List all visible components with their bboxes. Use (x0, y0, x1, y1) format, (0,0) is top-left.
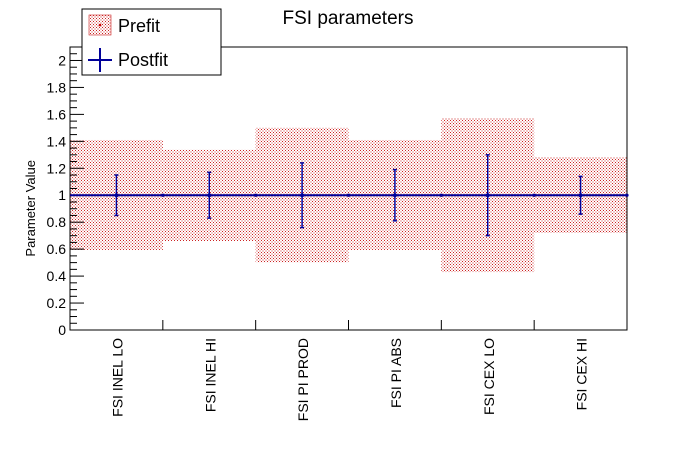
x-tick-label: FSI PI ABS (388, 338, 404, 408)
y-axis-label: Parameter Value (23, 160, 38, 257)
y-tick-label: 1.4 (47, 133, 67, 149)
y-tick-label: 1.8 (47, 79, 67, 95)
postfit-point (578, 193, 583, 198)
x-axis: FSI INEL LO FSI INEL HI FSI PI PROD FSI PI … (109, 320, 590, 421)
x-tick-label: FSI INEL HI (202, 338, 218, 412)
y-tick-label: 0.6 (47, 241, 67, 257)
postfit-boundary-marker (346, 193, 351, 197)
legend: Prefit Postfit (81, 8, 222, 76)
legend-postfit-label: Postfit (118, 50, 168, 70)
postfit-boundary-marker (161, 193, 165, 197)
y-tick-label: 1.6 (47, 106, 67, 122)
y-axis: 0 0.2 0.4 0.6 0.8 1 1.2 1.4 1.6 1.8 2 (47, 46, 84, 338)
legend-prefit-marker (98, 23, 102, 27)
legend-prefit-label: Prefit (118, 16, 160, 36)
postfit-point (300, 193, 305, 198)
postfit-point (114, 193, 119, 198)
x-tick-label: FSI CEX HI (574, 338, 590, 410)
postfit-boundary-marker (532, 193, 536, 197)
postfit-point (485, 193, 490, 198)
y-tick-label: 0.8 (47, 214, 67, 230)
x-tick-label: FSI PI PROD (295, 338, 311, 421)
y-tick-label: 1.2 (47, 160, 67, 176)
postfit-boundary-marker (625, 193, 629, 197)
postfit-boundary-marker (254, 193, 258, 197)
chart-title: FSI parameters (283, 8, 414, 29)
y-tick-label: 2 (58, 52, 66, 68)
y-tick-label: 1 (58, 187, 66, 203)
postfit-point (392, 193, 397, 198)
y-tick-label: 0.4 (47, 268, 67, 284)
y-tick-label: 0 (58, 322, 66, 338)
postfit-point (207, 193, 212, 198)
postfit-boundary-marker (439, 193, 443, 197)
y-tick-label: 0.2 (47, 295, 67, 311)
x-tick-label: FSI INEL LO (109, 338, 125, 417)
x-tick-label: FSI CEX LO (481, 338, 497, 415)
postfit-series (70, 154, 629, 237)
